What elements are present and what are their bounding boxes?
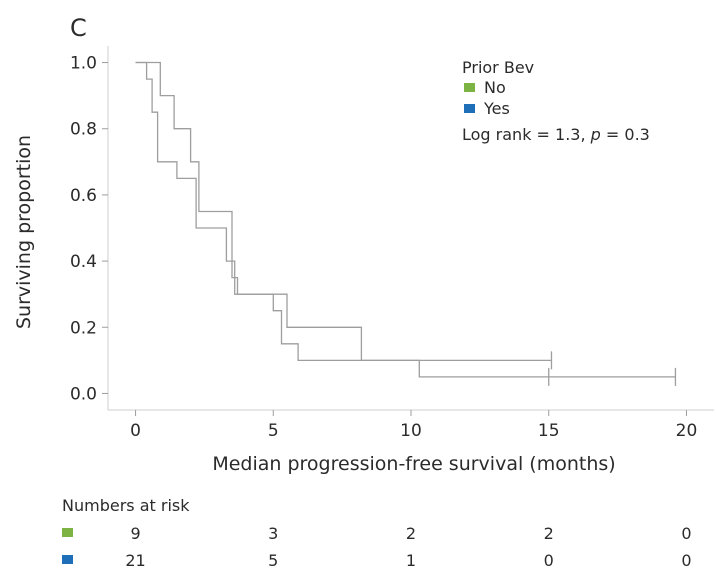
y-ticks: 0.0 0.2 0.4 0.6 0.8 1.0 xyxy=(70,54,108,404)
y-tick-label: 0.2 xyxy=(70,318,97,338)
y-axis-label: Surviving proportion xyxy=(13,135,35,329)
panel-label: C xyxy=(70,14,87,42)
x-tick-label: 0 xyxy=(130,421,141,441)
x-tick-label: 5 xyxy=(268,421,279,441)
legend-label-no: No xyxy=(484,78,506,97)
legend-swatch-yes xyxy=(464,104,475,113)
risk-swatch-no xyxy=(62,528,73,537)
x-tick-label: 15 xyxy=(538,421,560,441)
legend-label-yes: Yes xyxy=(483,99,510,118)
legend: Prior Bev No Yes Log rank = 1.3, p = 0.3 xyxy=(462,58,650,144)
risk-value-no: 3 xyxy=(268,524,278,543)
x-axis-label: Median progression-free survival (months… xyxy=(212,453,615,475)
risk-value-yes: 21 xyxy=(125,551,145,570)
risk-value-no: 0 xyxy=(681,524,691,543)
y-tick-label: 0.0 xyxy=(70,384,97,404)
y-tick-label: 0.8 xyxy=(70,120,97,140)
survival-curves xyxy=(135,61,677,386)
x-tick-label: 20 xyxy=(676,421,698,441)
legend-swatch-no xyxy=(464,83,475,92)
x-tick-label: 10 xyxy=(400,421,422,441)
log-rank-stat: Log rank = 1.3, p = 0.3 xyxy=(462,125,650,144)
risk-value-no: 9 xyxy=(130,524,140,543)
risk-swatch-yes xyxy=(62,555,73,564)
risk-value-yes: 5 xyxy=(268,551,278,570)
risk-value-yes: 0 xyxy=(544,551,554,570)
survival-curve-no xyxy=(135,61,552,362)
risk-value-yes: 0 xyxy=(681,551,691,570)
numbers-at-risk-table: Numbers at risk 9 3 2 2 0 21 5 1 0 0 xyxy=(62,496,692,570)
legend-title: Prior Bev xyxy=(462,58,534,77)
risk-value-no: 2 xyxy=(406,524,416,543)
y-tick-label: 1.0 xyxy=(70,54,97,74)
x-ticks: 0 5 10 15 20 xyxy=(130,410,697,441)
risk-table-title: Numbers at risk xyxy=(62,496,190,515)
risk-value-no: 2 xyxy=(544,524,554,543)
y-tick-label: 0.4 xyxy=(70,252,97,272)
risk-value-yes: 1 xyxy=(406,551,416,570)
log-rank-p: p xyxy=(590,125,601,144)
survival-curve-yes xyxy=(135,61,676,378)
y-tick-label: 0.6 xyxy=(70,186,97,206)
log-rank-prefix: Log rank = 1.3, xyxy=(462,125,591,144)
risk-values: 9 3 2 2 0 21 5 1 0 0 xyxy=(125,524,691,570)
log-rank-suffix: = 0.3 xyxy=(601,125,650,144)
